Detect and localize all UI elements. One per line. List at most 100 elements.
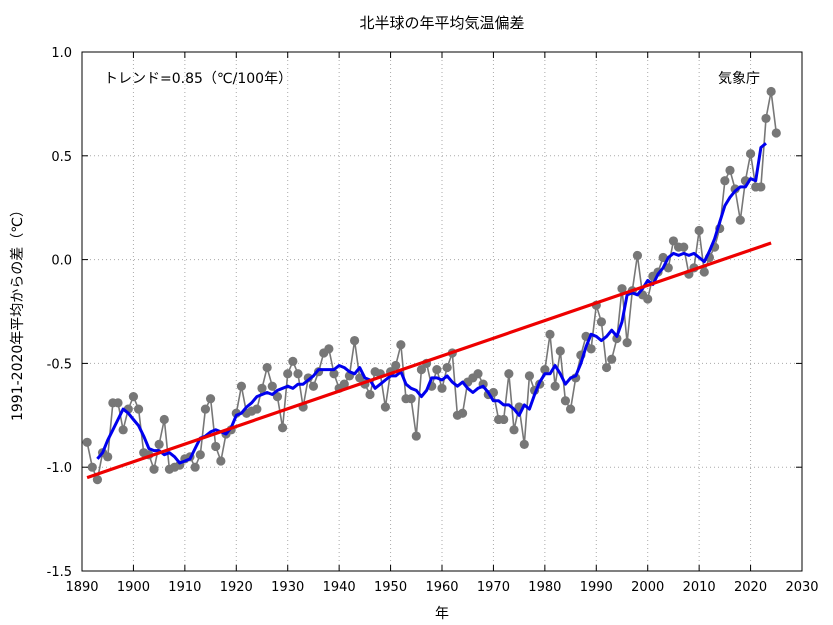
annual-point [607,354,617,364]
annual-point [545,329,555,339]
annual-point [524,371,535,381]
trend-line [86,241,772,480]
annual-point [596,317,607,327]
annual-point [540,365,550,375]
annual-point [679,242,689,252]
annual-point [92,475,103,485]
annual-point [756,182,766,192]
annual-point [761,113,771,124]
annual-point [473,369,483,379]
x-tick-label: 1920 [220,580,253,595]
annual-point [550,381,560,391]
annual-point [411,431,421,441]
x-axis: 1890 1900 1910 1920 1930 1940 1950 1960 1970 1980… [65,52,819,595]
x-tick-label: 2020 [734,580,767,595]
annual-point [730,184,740,194]
annual-point [663,263,673,273]
annual-point [720,176,730,186]
annual-point [509,425,519,435]
running-mean-line [96,142,767,465]
annual-point [643,294,653,304]
annual-point [519,439,529,449]
y-axis-title: 1991-2020年平均からの差（℃） [10,203,26,421]
y-tick-label: -1.0 [47,461,72,476]
annual-point [617,284,627,294]
annual-point [622,338,632,348]
annual-point [103,452,113,462]
y-tick-label: 0.5 [51,150,72,165]
annual-point [133,404,144,414]
annual-point [668,236,679,246]
annual-point [118,425,128,435]
annual-point [365,389,375,400]
plot-area [82,86,781,485]
annual-point [200,404,211,414]
annual-point [504,369,514,379]
x-tick-label: 2000 [631,580,664,595]
source-label: 気象庁 [718,71,760,87]
annual-point [205,394,216,404]
x-tick-label: 1950 [374,580,407,595]
annual-point [416,365,427,375]
annual-point [87,462,97,472]
annual-point [324,344,334,354]
annual-point [252,404,262,414]
annual-point [745,149,756,159]
y-tick-label: 0.0 [51,254,72,269]
annual-point [267,381,277,391]
annual-point [391,360,401,371]
annual-point [236,381,247,391]
annual-anomaly-line [86,91,778,483]
x-tick-label: 1980 [528,580,561,595]
annual-point [257,383,267,393]
annual-point [277,423,288,433]
y-tick-label: -0.5 [47,357,72,372]
annual-point [699,267,709,277]
annual-point [560,396,571,406]
x-axis-title: 年 [435,606,449,622]
annual-point [329,369,339,379]
x-tick-label: 1970 [477,580,510,595]
annual-point [586,344,596,354]
annual-point [725,165,735,175]
annual-point [432,365,442,375]
y-tick-label: -1.5 [47,565,72,580]
annual-point [272,392,283,402]
x-tick-label: 2010 [683,580,716,595]
x-tick-label: 1930 [271,580,304,595]
plot-frame [81,51,803,572]
annual-point [113,398,123,408]
annual-point [766,86,776,97]
annual-point [380,402,391,412]
x-tick-label: 1910 [168,580,201,595]
x-tick-label: 1960 [425,580,458,595]
annual-point [82,437,92,447]
annual-point [612,333,622,344]
annual-point [499,414,509,425]
y-tick-label: 1.0 [51,46,72,61]
annual-point [555,346,565,356]
annual-point [396,340,406,350]
annual-point [735,215,745,225]
annual-point [159,414,169,425]
x-tick-label: 1890 [65,580,98,595]
annual-point [190,462,200,472]
y-axis: -1.5 -1.0 -0.5 0.0 0.5 1.0 [47,46,802,580]
x-tick-label: 2030 [785,580,818,595]
trend-annotation: トレンド=0.85（℃/100年） [104,71,292,87]
annual-point [216,456,226,466]
annual-point [771,128,781,138]
annual-point [283,369,293,379]
grid [81,51,803,572]
annual-point [262,362,272,373]
annual-point [211,441,221,452]
annual-point [355,373,365,383]
annual-point [293,369,303,379]
x-tick-label: 1990 [580,580,613,595]
chart-title: 北半球の年平均気温偏差 [359,14,524,32]
annual-point [195,450,205,460]
annual-point [349,335,360,346]
annual-point [288,356,298,366]
annual-point [565,404,576,414]
